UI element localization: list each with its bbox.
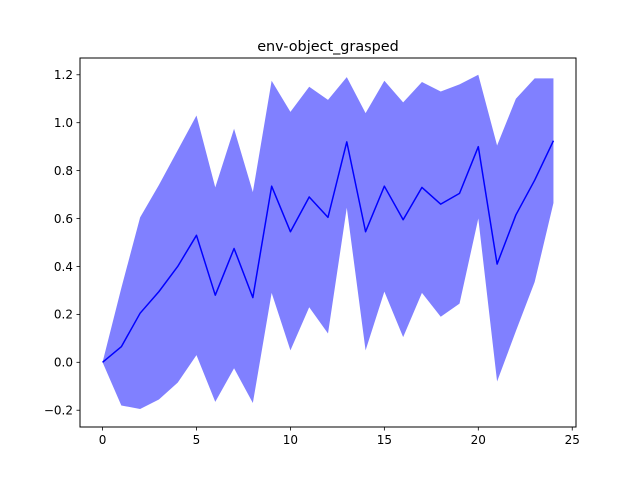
x-axis: 0 5 10 15 20 25 [99, 427, 580, 447]
chart-title: env-object_grasped [257, 39, 399, 55]
y-axis: −0.2 0.0 0.2 0.4 0.6 0.8 1.0 1.2 [44, 68, 80, 418]
y-tick-label: 1.2 [54, 68, 73, 82]
y-tick-label: 0.2 [54, 308, 73, 322]
y-tick-label: −0.2 [44, 404, 73, 418]
series-0-band [102, 74, 554, 410]
confidence-band-layer [102, 74, 554, 410]
y-tick-label: 0.4 [54, 260, 73, 274]
x-tick-label: 20 [471, 433, 486, 447]
x-tick-label: 15 [377, 433, 392, 447]
y-tick-label: 1.0 [54, 116, 73, 130]
plot-frame [79, 57, 577, 428]
series-line-layer [102, 140, 555, 363]
x-tick-label: 0 [99, 433, 107, 447]
y-tick-label: 0.6 [54, 212, 73, 226]
x-tick-label: 5 [193, 433, 201, 447]
x-tick-label: 25 [565, 433, 580, 447]
y-tick-label: 0.8 [54, 164, 73, 178]
x-tick-label: 10 [283, 433, 298, 447]
series-0-line [102, 140, 555, 363]
y-tick-label: 0.0 [54, 356, 73, 370]
